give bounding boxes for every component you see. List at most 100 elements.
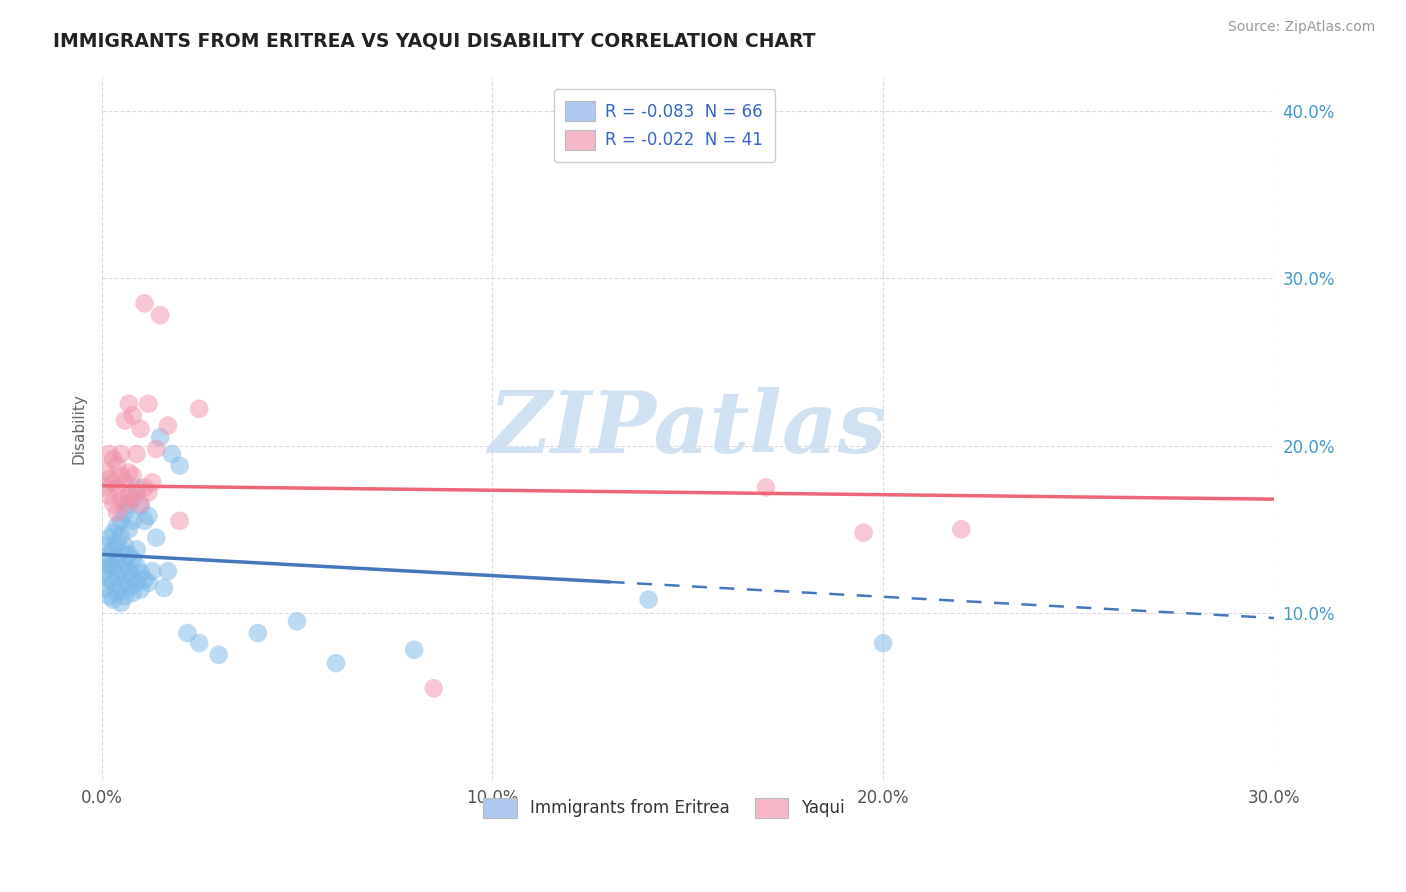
Point <box>121 569 143 583</box>
Point <box>103 525 125 540</box>
Point <box>118 581 141 595</box>
Point <box>145 442 167 456</box>
Point <box>94 539 117 553</box>
Point <box>121 552 143 566</box>
Point <box>129 566 152 580</box>
Point <box>103 452 125 467</box>
Point <box>125 559 148 574</box>
Point <box>98 447 121 461</box>
Point <box>134 296 156 310</box>
Point <box>121 492 143 507</box>
Point <box>103 542 125 557</box>
Point <box>94 480 117 494</box>
Point <box>110 546 132 560</box>
Point <box>110 579 132 593</box>
Point <box>110 447 132 461</box>
Point <box>121 468 143 483</box>
Point <box>114 475 136 490</box>
Point <box>176 626 198 640</box>
Point <box>105 586 128 600</box>
Point <box>94 581 117 595</box>
Point <box>145 531 167 545</box>
Point <box>114 506 136 520</box>
Point <box>110 529 132 543</box>
Point <box>138 508 160 523</box>
Point <box>755 480 778 494</box>
Point <box>118 489 141 503</box>
Point <box>141 475 163 490</box>
Point <box>149 430 172 444</box>
Point <box>114 413 136 427</box>
Legend: Immigrants from Eritrea, Yaqui: Immigrants from Eritrea, Yaqui <box>477 791 852 825</box>
Point <box>98 472 121 486</box>
Point <box>105 480 128 494</box>
Point <box>141 564 163 578</box>
Point <box>103 497 125 511</box>
Point <box>125 542 148 557</box>
Point <box>105 552 128 566</box>
Y-axis label: Disability: Disability <box>72 393 86 465</box>
Point <box>138 485 160 500</box>
Point <box>138 397 160 411</box>
Point <box>325 656 347 670</box>
Point <box>114 556 136 570</box>
Point <box>94 556 117 570</box>
Point <box>98 573 121 587</box>
Point <box>118 564 141 578</box>
Point <box>160 447 183 461</box>
Point <box>129 422 152 436</box>
Point <box>149 308 172 322</box>
Point <box>125 485 148 500</box>
Point <box>129 582 152 597</box>
Point <box>950 522 973 536</box>
Point <box>169 514 191 528</box>
Point <box>114 589 136 603</box>
Point <box>134 573 156 587</box>
Point <box>129 497 152 511</box>
Point <box>872 636 894 650</box>
Point <box>105 569 128 583</box>
Point <box>129 499 152 513</box>
Point <box>188 636 211 650</box>
Point <box>246 626 269 640</box>
Text: ZIPatlas: ZIPatlas <box>489 387 887 471</box>
Point <box>98 489 121 503</box>
Point <box>125 480 148 494</box>
Point <box>118 397 141 411</box>
Point <box>121 514 143 528</box>
Point <box>110 492 132 507</box>
Point <box>110 596 132 610</box>
Point <box>105 458 128 473</box>
Point <box>114 497 136 511</box>
Point <box>125 575 148 590</box>
Point <box>98 559 121 574</box>
Point <box>285 615 308 629</box>
Point <box>156 418 179 433</box>
Point <box>98 589 121 603</box>
Point <box>118 548 141 562</box>
Point <box>103 475 125 490</box>
Point <box>118 497 141 511</box>
Point <box>852 525 875 540</box>
Point <box>98 548 121 562</box>
Point <box>94 564 117 578</box>
Point <box>98 531 121 545</box>
Point <box>134 480 156 494</box>
Point <box>208 648 231 662</box>
Point <box>188 401 211 416</box>
Point <box>404 642 426 657</box>
Point <box>105 519 128 533</box>
Point <box>125 447 148 461</box>
Point <box>105 506 128 520</box>
Point <box>156 564 179 578</box>
Point <box>114 539 136 553</box>
Point <box>103 559 125 574</box>
Point <box>110 468 132 483</box>
Point <box>103 575 125 590</box>
Point <box>138 575 160 590</box>
Point <box>169 458 191 473</box>
Point <box>422 681 444 696</box>
Point <box>94 464 117 478</box>
Point <box>118 522 141 536</box>
Point <box>153 581 176 595</box>
